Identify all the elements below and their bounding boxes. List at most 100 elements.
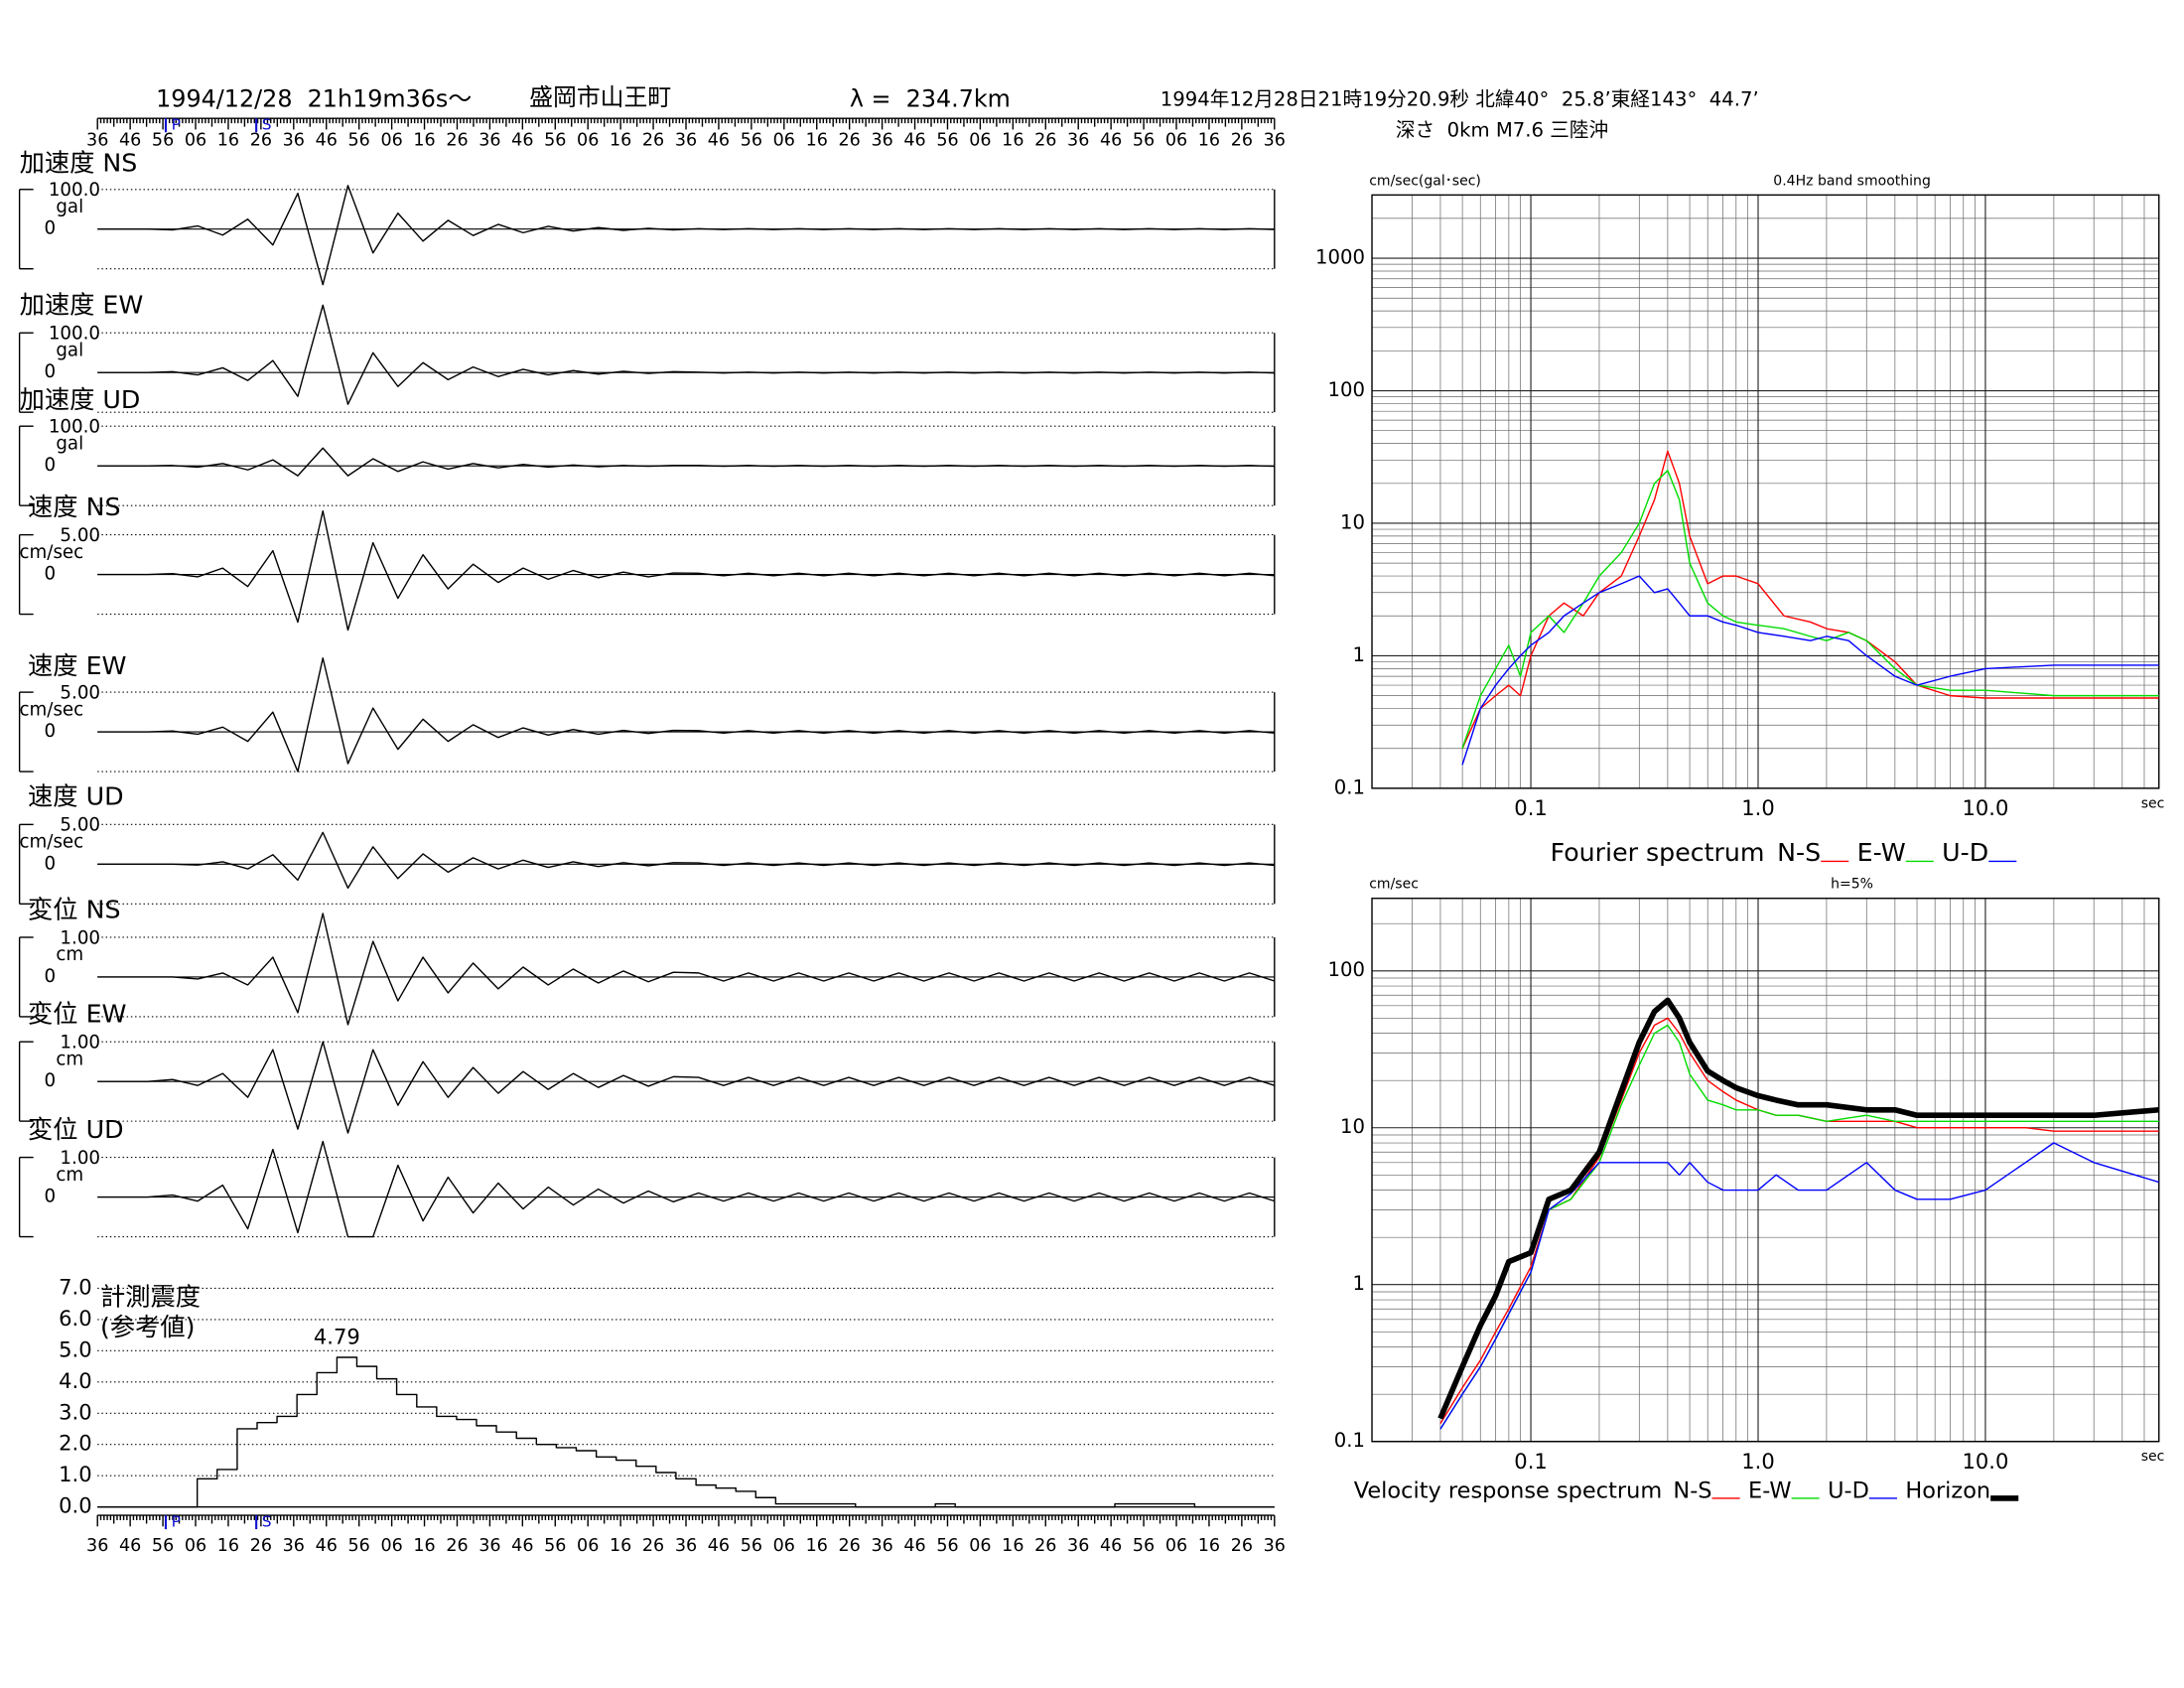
time-label: 16 [217,131,239,151]
y-tick-label: 0 [45,218,57,239]
trace-title: 速度 EW [28,651,126,680]
waveform [97,657,1275,773]
y-tick-label: 1 [1352,1272,1365,1295]
time-label: 26 [446,1536,468,1556]
trace-title: 加速度 UD [20,385,141,414]
header-event: 1994年12月28日21時19分20.9秒 北緯40° 25.8’東経143°… [1160,87,1759,110]
header-date: 1994/12/28 21h19m36s〜 [156,84,472,112]
waveform [97,304,1275,405]
legend-entry: E-W [1857,838,1906,867]
phase-marker: S [262,1513,272,1531]
y-tick-label: 4.0 [59,1368,91,1393]
y-tick-label: 0 [45,853,57,874]
legend-entry: N-S [1777,838,1821,867]
waveform [97,185,1275,286]
y-tick-label: 100.0 [49,180,100,201]
time-label: 36 [871,131,892,151]
trace-title: 変位 UD [28,1115,123,1144]
y-tick-label: 0 [45,455,57,476]
time-label: 56 [936,131,958,151]
phase-marker: S [262,116,272,134]
time-label: 36 [86,1536,108,1556]
legend-entry: E-W [1748,1478,1792,1504]
trace-title: 加速度 NS [20,149,138,178]
time-label: 16 [806,131,828,151]
time-label: 06 [1165,1536,1187,1556]
time-label: 56 [1133,1536,1155,1556]
time-label: 56 [152,131,174,151]
peak-label: 4.79 [314,1324,360,1348]
time-label: 56 [348,1536,370,1556]
time-label: 06 [380,131,402,151]
time-label: 26 [250,1536,272,1556]
y-tick-label: 10 [1340,510,1365,533]
spectrum-line [1461,470,2159,750]
time-label: 46 [316,1536,338,1556]
trace-unit: cm [56,944,83,965]
time-label: 16 [413,131,435,151]
header-distance: λ = 234.7km [850,84,1011,112]
time-label: 36 [1264,131,1286,151]
y-tick-label: 100.0 [49,324,100,345]
y-tick-label: 1.00 [60,1148,100,1169]
time-label: 06 [380,1536,402,1556]
phase-marker: P [172,1513,181,1531]
y-tick-label: 1000 [1315,246,1365,269]
waveform [97,509,1275,632]
time-label: 16 [610,131,631,151]
waveform [97,831,1275,890]
y-tick-label: 1.00 [60,1033,100,1054]
legend-entry: N-S [1673,1478,1711,1504]
time-label: 26 [1231,131,1253,151]
trace-unit: cm [56,1049,83,1069]
legend-title: Fourier spectrum [1551,838,1765,867]
waveform [97,1041,1276,1134]
chart-note: 0.4Hz band smoothing [1773,173,1931,189]
trace-title: 加速度 EW [20,291,144,320]
spectrum-line [1461,575,2159,766]
time-label: 16 [1198,131,1220,151]
time-label: 26 [642,131,664,151]
time-label: 46 [511,1536,533,1556]
plot-frame [1371,898,2160,1443]
time-label: 36 [283,131,305,151]
time-label: 06 [577,1536,599,1556]
time-label: 06 [773,131,795,151]
trace-title: 速度 NS [28,492,120,521]
time-label: 46 [708,1536,730,1556]
y-tick-label: 0 [45,361,57,382]
y-tick-label: 5.00 [60,525,100,546]
spectrum-line [1437,997,2159,1420]
time-label: 26 [250,131,272,151]
trace-unit: gal [56,340,83,360]
waveform [97,913,1276,1026]
spectrum-line [1439,1142,2159,1430]
y-tick-label: 100 [1328,378,1365,401]
y-tick-label: 3.0 [59,1399,91,1424]
time-label: 36 [1264,1536,1286,1556]
y-unit: cm/sec(gal･sec) [1369,173,1481,189]
y-tick-label: 1.00 [60,927,100,948]
time-label: 36 [1067,1536,1089,1556]
time-label: 56 [348,131,370,151]
y-tick-label: 0.0 [59,1493,91,1518]
y-tick-label: 6.0 [59,1306,91,1331]
intensity-subtitle: (参考値) [100,1313,195,1341]
trace-unit: gal [56,197,83,217]
time-label: 56 [741,131,762,151]
trace-unit: cm/sec [20,699,84,720]
x-unit: sec [2141,795,2165,811]
y-tick-label: 7.0 [59,1274,91,1299]
waveform [97,447,1275,477]
chart-note: h=5% [1831,877,1873,893]
legend-entry: Horizon [1905,1478,1990,1504]
trace-title: 変位 NS [28,895,120,923]
y-tick-label: 100 [1328,958,1365,981]
time-label: 56 [1133,131,1155,151]
time-label: 16 [217,1536,239,1556]
trace-unit: gal [56,433,83,454]
trace-unit: cm/sec [20,832,84,853]
intensity-line [97,1356,1275,1508]
x-tick-label: 1.0 [1741,795,1774,820]
time-label: 06 [969,1536,991,1556]
